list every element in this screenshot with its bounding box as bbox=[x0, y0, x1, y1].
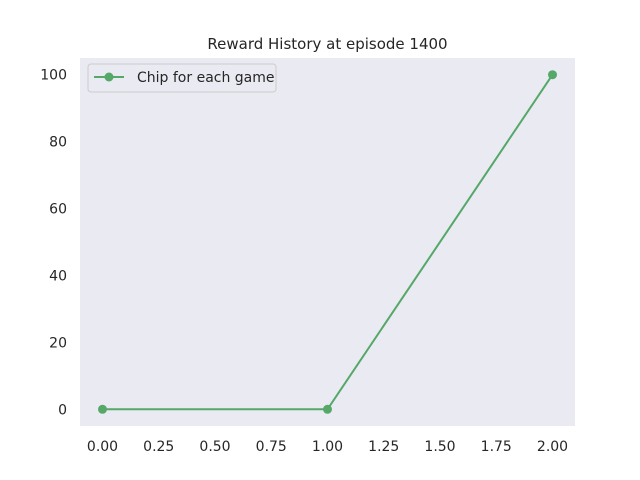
y-tick-label: 100 bbox=[40, 68, 67, 84]
x-tick-label: 0.25 bbox=[143, 439, 174, 455]
legend-box bbox=[87, 63, 277, 93]
y-tick-label: 20 bbox=[49, 335, 67, 351]
chart-title: Reward History at episode 1400 bbox=[207, 35, 447, 53]
legend: Chip for each game bbox=[87, 63, 277, 93]
x-tick-label: 0.00 bbox=[87, 439, 118, 455]
x-tick-label: 1.00 bbox=[312, 439, 343, 455]
data-point bbox=[548, 70, 557, 80]
y-tick-label: 40 bbox=[49, 268, 67, 284]
data-point bbox=[98, 404, 107, 414]
x-axis-ticks: 0.00 0.25 0.50 0.75 1.00 1.25 1.50 1.75 2.00 bbox=[87, 439, 568, 455]
legend-label: Chip for each game bbox=[137, 70, 275, 86]
x-tick-label: 1.75 bbox=[481, 439, 512, 455]
series-layer bbox=[98, 70, 557, 414]
legend-marker bbox=[104, 72, 114, 82]
y-tick-label: 0 bbox=[58, 402, 67, 418]
plot-area bbox=[80, 58, 575, 426]
y-tick-label: 80 bbox=[49, 135, 67, 151]
x-tick-label: 0.75 bbox=[256, 439, 287, 455]
y-tick-label: 60 bbox=[49, 202, 67, 218]
x-tick-label: 2.00 bbox=[537, 439, 568, 455]
data-point bbox=[323, 404, 332, 414]
x-tick-label: 0.50 bbox=[199, 439, 230, 455]
x-tick-label: 1.25 bbox=[368, 439, 399, 455]
y-axis-ticks: 0 20 40 60 80 100 bbox=[40, 68, 67, 419]
x-tick-label: 1.50 bbox=[424, 439, 455, 455]
